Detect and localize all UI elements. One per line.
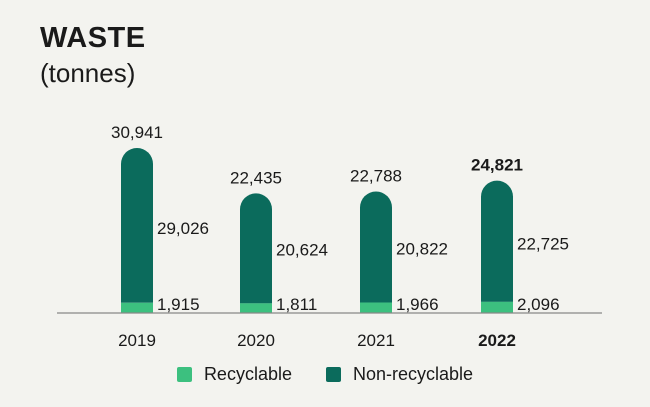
total-label-2022: 24,821 xyxy=(471,156,523,175)
x-tick-label-2022: 2022 xyxy=(478,331,516,350)
legend-label-recyclable: Recyclable xyxy=(203,364,292,384)
bar-recyclable-2019 xyxy=(121,302,153,313)
value-label-recyclable-2020: 1,811 xyxy=(276,295,317,314)
x-tick-label-2020: 2020 xyxy=(237,331,275,350)
x-tick-label-2021: 2021 xyxy=(357,331,395,350)
value-label-non-recyclable-2019: 29,026 xyxy=(157,219,209,238)
value-label-recyclable-2021: 1,966 xyxy=(396,295,439,314)
legend-item-non-recyclable: Non-recyclable xyxy=(325,364,474,385)
bar-recyclable-2021 xyxy=(360,302,392,313)
value-label-recyclable-2019: 1,915 xyxy=(157,295,200,314)
value-label-recyclable-2022: 2,096 xyxy=(517,295,560,314)
value-label-non-recyclable-2022: 22,725 xyxy=(517,234,569,253)
bar-non-recyclable-2022 xyxy=(481,180,513,302)
value-label-non-recyclable-2020: 20,624 xyxy=(276,241,328,260)
legend-label-non-recyclable: Non-recyclable xyxy=(352,364,474,384)
total-label-2019: 30,941 xyxy=(111,123,163,142)
chart-legend: Recyclable Non-recyclable xyxy=(0,364,650,385)
bar-non-recyclable-2021 xyxy=(360,191,392,303)
legend-swatch-recyclable xyxy=(176,367,192,382)
value-label-non-recyclable-2021: 20,822 xyxy=(396,240,448,259)
bar-recyclable-2022 xyxy=(481,301,513,313)
chart-subtitle: (tonnes) xyxy=(40,58,136,88)
bar-recyclable-2020 xyxy=(240,303,272,313)
total-label-2021: 22,788 xyxy=(350,166,402,185)
legend-swatch-non-recyclable xyxy=(325,367,341,382)
chart-title: WASTE xyxy=(40,22,146,54)
legend-item-recyclable: Recyclable xyxy=(176,364,292,385)
bar-non-recyclable-2019 xyxy=(121,148,153,303)
bar-non-recyclable-2020 xyxy=(240,193,272,304)
x-tick-label-2019: 2019 xyxy=(118,331,156,350)
total-label-2020: 22,435 xyxy=(230,168,282,187)
